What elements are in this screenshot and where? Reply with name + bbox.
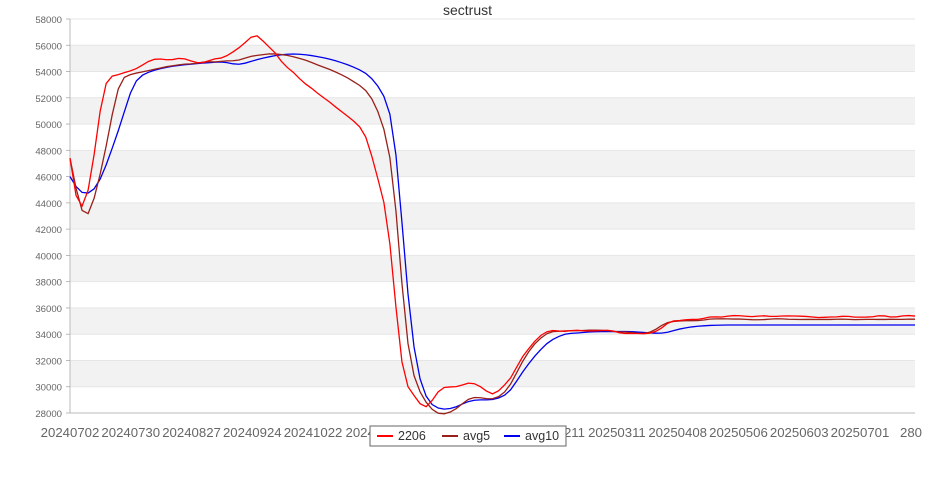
svg-text:20240702: 20240702: [41, 425, 100, 440]
svg-text:46000: 46000: [35, 173, 62, 184]
svg-text:30000: 30000: [35, 383, 62, 394]
svg-text:20241022: 20241022: [284, 425, 343, 440]
svg-text:38000: 38000: [35, 278, 62, 289]
svg-text:20250311: 20250311: [588, 425, 646, 440]
svg-text:20240827: 20240827: [162, 425, 221, 440]
svg-text:34000: 34000: [35, 330, 62, 341]
svg-text:36000: 36000: [35, 304, 62, 315]
svg-text:44000: 44000: [35, 199, 62, 210]
svg-text:20250506: 20250506: [709, 425, 768, 440]
svg-text:20250603: 20250603: [770, 425, 829, 440]
svg-text:avg10: avg10: [525, 429, 559, 443]
svg-text:2206: 2206: [398, 429, 426, 443]
svg-text:42000: 42000: [35, 225, 62, 236]
svg-text:20250701: 20250701: [831, 425, 890, 440]
svg-text:32000: 32000: [35, 356, 62, 367]
svg-text:50000: 50000: [35, 120, 62, 131]
svg-text:280: 280: [900, 425, 922, 440]
svg-text:56000: 56000: [35, 41, 62, 52]
svg-text:20250408: 20250408: [648, 425, 707, 440]
svg-text:28000: 28000: [35, 409, 62, 420]
svg-text:avg5: avg5: [463, 429, 490, 443]
svg-text:20240924: 20240924: [223, 425, 282, 440]
svg-text:40000: 40000: [35, 251, 62, 262]
svg-text:54000: 54000: [35, 68, 62, 79]
svg-text:52000: 52000: [35, 94, 62, 105]
svg-text:48000: 48000: [35, 146, 62, 157]
svg-text:20240730: 20240730: [101, 425, 160, 440]
